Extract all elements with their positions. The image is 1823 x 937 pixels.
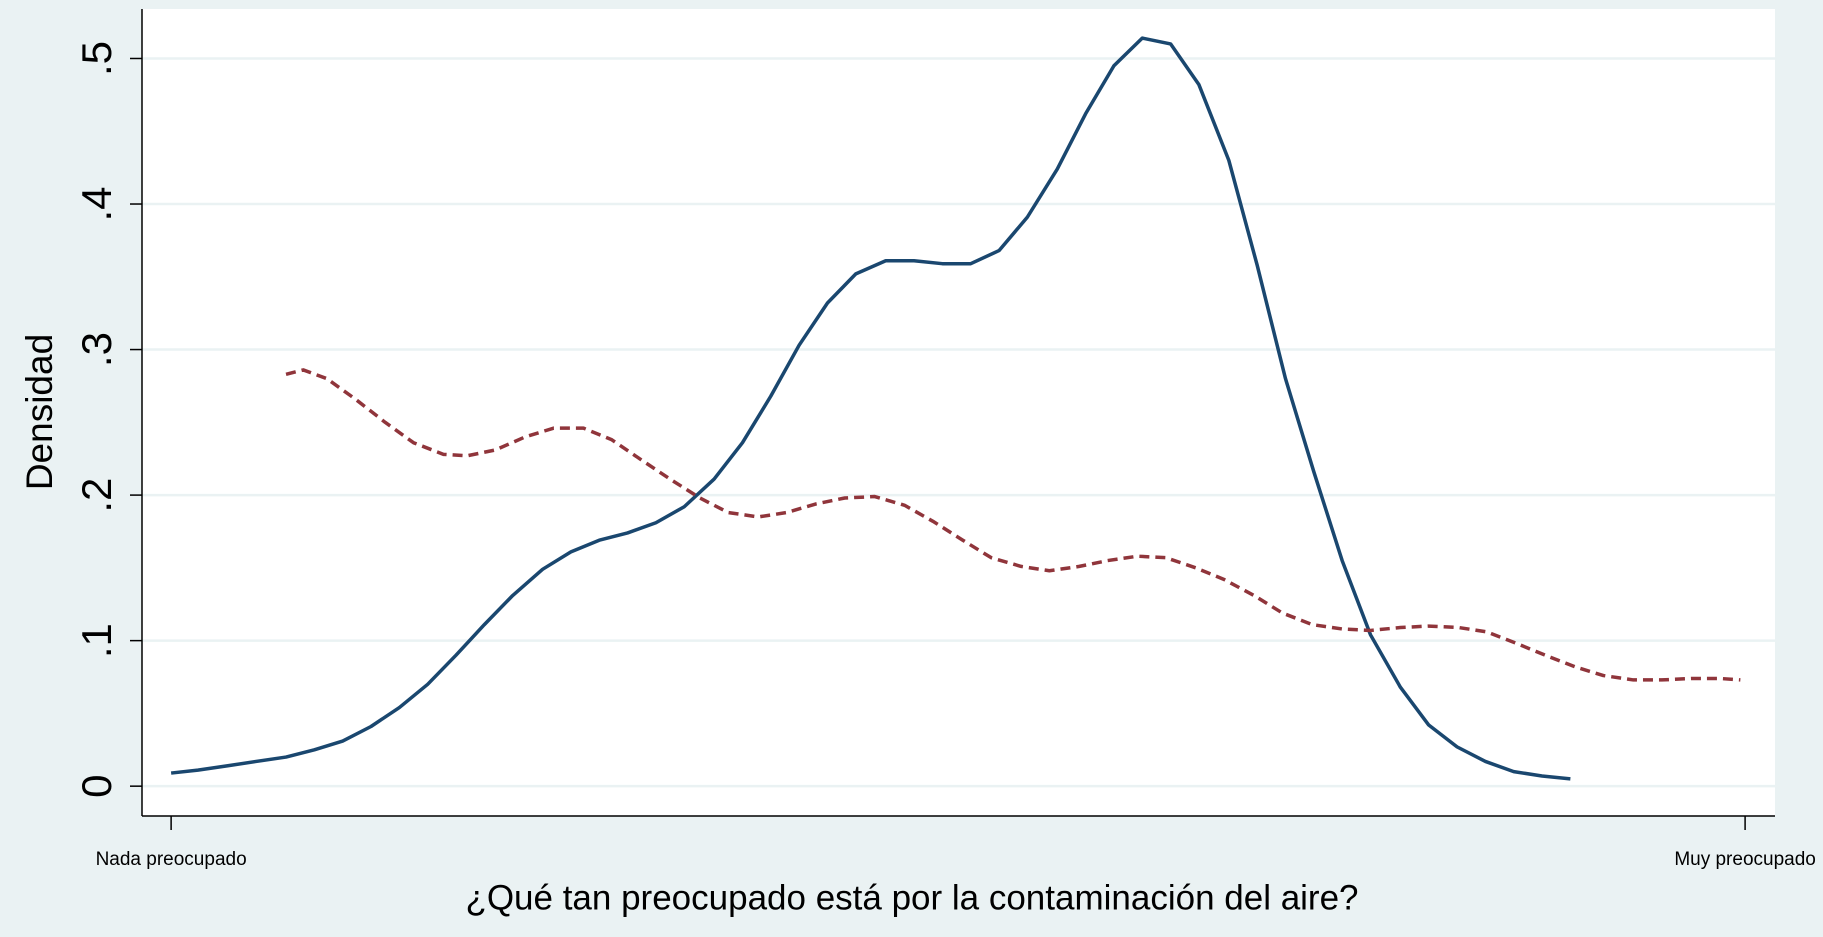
x-axis-label: ¿Qué tan preocupado está por la contamin… xyxy=(465,878,1358,917)
x-tick-label: Muy preocupado xyxy=(1674,849,1816,870)
y-tick-label: .3 xyxy=(73,332,120,367)
series-line xyxy=(285,368,1741,682)
y-tick-label: .5 xyxy=(73,41,120,76)
y-axis-label: Densidad xyxy=(19,334,60,490)
y-tick-label: .4 xyxy=(73,187,120,222)
plot-area xyxy=(142,9,1775,816)
y-tick-label: .2 xyxy=(73,478,120,513)
x-tick-label: Nada preocupado xyxy=(96,849,247,870)
y-tick-label: .1 xyxy=(73,623,120,658)
series-line xyxy=(170,36,1571,781)
y-tick-label: 0 xyxy=(73,774,120,797)
